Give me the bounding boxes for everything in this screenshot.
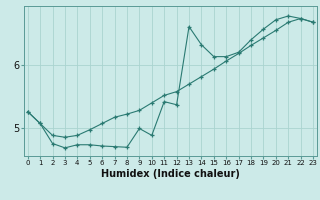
X-axis label: Humidex (Indice chaleur): Humidex (Indice chaleur) — [101, 169, 240, 179]
